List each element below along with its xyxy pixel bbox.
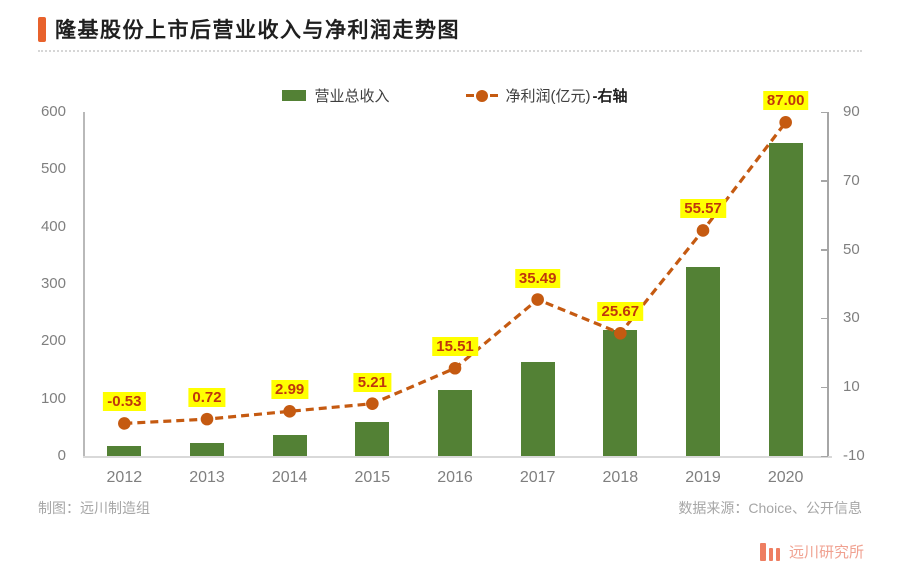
left-axis-tick-label: 500 (40, 160, 66, 178)
profit-marker (200, 412, 214, 426)
legend-item-profit: 净利润(亿元) -右轴 (465, 85, 628, 106)
revenue-bar (768, 143, 803, 456)
profit-marker (448, 361, 462, 375)
right-axis-tick-label: 10 (843, 378, 860, 396)
legend-label-revenue: 营业总收入 (314, 88, 390, 105)
title-divider (38, 50, 862, 52)
right-axis-tick-mark (821, 111, 828, 113)
profit-marker (614, 326, 627, 340)
profit-value-label: 35.49 (514, 268, 561, 288)
x-axis-label: 2017 (519, 469, 556, 486)
revenue-bar (438, 389, 472, 456)
x-axis-label: 2014 (271, 469, 308, 486)
logo-bar-icon (759, 543, 766, 561)
x-axis-label: 2016 (437, 469, 473, 486)
revenue-bar (686, 267, 720, 456)
bar-swatch-icon (282, 90, 307, 101)
legend-label-profit: 净利润(亿元) (505, 88, 591, 105)
profit-marker (366, 397, 379, 410)
logo-text: 远川研究所 (788, 544, 864, 561)
right-axis-tick-mark (821, 249, 828, 251)
legend-item-revenue: 营业总收入 (282, 85, 390, 106)
left-axis-line (83, 112, 85, 456)
right-axis-tick-mark (821, 386, 828, 389)
revenue-bar (190, 442, 224, 456)
left-axis-tick-label: 0 (57, 447, 66, 464)
profit-value-label: 25.67 (597, 302, 644, 322)
x-axis-label: 2012 (106, 469, 143, 486)
right-axis-tick-label: -10 (843, 447, 865, 464)
profit-line (124, 121, 787, 426)
profit-value-label: 87.00 (762, 91, 809, 111)
profit-value-label: 0.72 (188, 388, 226, 408)
header: 隆基股份上市后营业收入与净利润走势图 (38, 14, 460, 44)
profit-marker (283, 405, 296, 418)
right-axis-tick-mark (821, 455, 828, 457)
x-axis-label: 2015 (354, 469, 391, 486)
legend-label-axis-suffix: -右轴 (592, 88, 628, 105)
revenue-bar (355, 421, 390, 456)
left-axis-tick-label: 600 (40, 103, 66, 120)
revenue-bar (520, 362, 555, 456)
line-swatch-icon (465, 89, 498, 102)
x-axis-label: 2018 (602, 469, 639, 486)
right-axis-tick-label: 30 (843, 309, 860, 327)
source-text: 数据来源：Choice、公开信息 (678, 500, 862, 516)
revenue-bar (272, 434, 307, 456)
right-axis-tick-label: 70 (843, 171, 860, 189)
profit-marker (779, 116, 792, 129)
profit-value-label: 15.51 (432, 337, 478, 357)
profit-marker (696, 224, 710, 237)
x-axis-label: 2019 (685, 469, 721, 486)
right-axis-tick-mark (821, 180, 828, 182)
left-axis-tick-label: 100 (40, 389, 66, 407)
right-axis-tick-mark (821, 317, 828, 320)
profit-value-label: 2.99 (271, 380, 309, 400)
credit-text: 制图：远川制造组 (38, 500, 150, 516)
revenue-bar (107, 446, 142, 456)
right-axis-line (827, 112, 829, 456)
logo-bar-icon (775, 548, 780, 561)
profit-value-label: -0.53 (103, 392, 146, 412)
right-axis-tick-label: 90 (843, 103, 860, 120)
left-axis-tick-label: 200 (40, 332, 66, 350)
bottom-axis-line (83, 456, 832, 458)
right-axis-tick-label: 50 (843, 240, 860, 258)
page-title: 隆基股份上市后营业收入与净利润走势图 (55, 19, 460, 42)
left-axis-tick-label: 300 (40, 275, 66, 292)
revenue-bar (603, 329, 638, 456)
x-axis-label: 2013 (189, 469, 225, 486)
logo-bar-icon (768, 548, 773, 561)
left-axis-tick-label: 400 (40, 217, 66, 235)
yuanchuan-logo: 远川研究所 (759, 543, 864, 561)
chart-legend: 营业总收入 净利润(亿元) -右轴 (83, 85, 827, 106)
title-accent-bar-icon (38, 16, 46, 42)
profit-marker (118, 417, 131, 430)
x-axis-label: 2020 (767, 469, 804, 486)
profit-value-label: 5.21 (353, 372, 391, 392)
profit-value-label: 55.57 (680, 199, 726, 219)
profit-marker (531, 293, 544, 306)
footer: 制图：远川制造组 数据来源：Choice、公开信息 (38, 498, 862, 518)
